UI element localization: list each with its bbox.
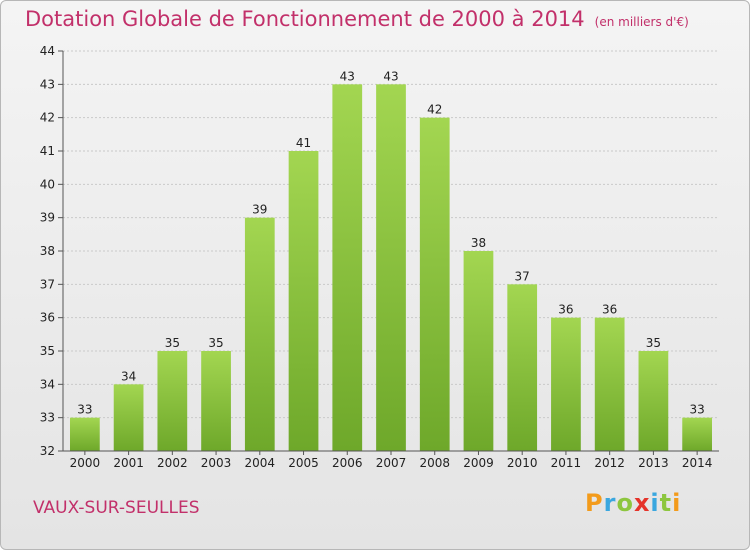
value-label-2006: 43 bbox=[340, 69, 355, 83]
y-tick-label: 33 bbox=[40, 411, 55, 425]
logo-letter: P bbox=[585, 489, 604, 517]
logo-letter: t bbox=[659, 489, 673, 517]
logo-letter: i bbox=[672, 489, 682, 517]
x-tick-label-2006: 2006 bbox=[332, 456, 363, 470]
value-label-2001: 34 bbox=[121, 369, 136, 383]
bar-2014 bbox=[682, 417, 713, 451]
bar-2004 bbox=[244, 217, 275, 451]
x-tick-label-2007: 2007 bbox=[376, 456, 407, 470]
x-tick-label-2001: 2001 bbox=[113, 456, 144, 470]
value-label-2007: 43 bbox=[383, 69, 398, 83]
value-label-2008: 42 bbox=[427, 103, 442, 117]
x-tick-label-2004: 2004 bbox=[245, 456, 276, 470]
x-tick-label-2010: 2010 bbox=[507, 456, 538, 470]
bar-2013 bbox=[638, 351, 669, 451]
bar-2003 bbox=[201, 351, 231, 451]
x-tick-label-2009: 2009 bbox=[463, 456, 494, 470]
bar-2011 bbox=[551, 317, 581, 451]
logo-letter: i bbox=[650, 489, 660, 517]
x-tick-label-2008: 2008 bbox=[419, 456, 450, 470]
x-tick-label-2011: 2011 bbox=[551, 456, 582, 470]
x-tick-label-2002: 2002 bbox=[157, 456, 188, 470]
chart-title: Dotation Globale de Fonctionnement de 20… bbox=[25, 7, 689, 31]
bar-2000 bbox=[69, 417, 100, 451]
value-label-2013: 35 bbox=[646, 336, 661, 350]
y-tick-label: 42 bbox=[40, 111, 55, 125]
y-tick-label: 43 bbox=[40, 77, 55, 91]
proxiti-logo: Proxiti bbox=[585, 489, 681, 517]
value-label-2014: 33 bbox=[689, 403, 704, 417]
bar-2012 bbox=[594, 317, 625, 451]
chart-unit: (en milliers d'€) bbox=[594, 15, 689, 29]
y-tick-label: 35 bbox=[40, 344, 55, 358]
bar-2001 bbox=[113, 384, 144, 451]
x-tick-label-2012: 2012 bbox=[594, 456, 625, 470]
x-tick-label-2005: 2005 bbox=[288, 456, 319, 470]
y-tick-label: 39 bbox=[40, 211, 55, 225]
y-tick-label: 32 bbox=[40, 444, 55, 458]
logo-letter: r bbox=[603, 489, 617, 517]
x-tick-label-2000: 2000 bbox=[70, 456, 101, 470]
logo-letter: o bbox=[616, 489, 634, 517]
bars bbox=[69, 84, 713, 452]
value-label-2012: 36 bbox=[602, 303, 617, 317]
value-label-2009: 38 bbox=[471, 236, 486, 250]
y-tick-label: 41 bbox=[40, 144, 55, 158]
value-label-2004: 39 bbox=[252, 203, 267, 217]
y-tick-label: 44 bbox=[40, 44, 55, 58]
value-label-2011: 36 bbox=[558, 303, 573, 317]
bar-2009 bbox=[463, 251, 494, 451]
y-tick-label: 40 bbox=[40, 177, 55, 191]
x-tick-label-2003: 2003 bbox=[201, 456, 232, 470]
value-labels: 33 34 35 35 39 41 43 43 42 38 37 36 36 35 33 bbox=[77, 69, 705, 416]
bar-2005 bbox=[288, 151, 319, 451]
bar-2002 bbox=[157, 351, 188, 451]
axes: 32 33 34 35 36 37 38 39 40 41 42 43 44 2000 2001 2002 20… bbox=[40, 44, 719, 470]
y-tick-label: 34 bbox=[40, 377, 55, 391]
value-label-2002: 35 bbox=[165, 336, 180, 350]
value-label-2003: 35 bbox=[208, 336, 223, 350]
x-tick-label-2013: 2013 bbox=[638, 456, 669, 470]
logo-letter: x bbox=[633, 489, 651, 517]
x-tick-label-2014: 2014 bbox=[682, 456, 713, 470]
bar-2008 bbox=[419, 117, 450, 452]
bar-2010 bbox=[507, 284, 538, 451]
y-tick-label: 37 bbox=[40, 277, 55, 291]
bar-2006 bbox=[332, 84, 363, 451]
y-tick-label: 36 bbox=[40, 311, 55, 325]
bar-2007 bbox=[376, 84, 406, 451]
chart-title-text: Dotation Globale de Fonctionnement de 20… bbox=[25, 7, 585, 31]
y-tick-label: 38 bbox=[40, 244, 55, 258]
value-label-2010: 37 bbox=[515, 269, 530, 283]
value-label-2005: 41 bbox=[296, 136, 311, 150]
value-label-2000: 33 bbox=[77, 403, 92, 417]
place-name: VAUX-SUR-SEULLES bbox=[33, 498, 200, 518]
